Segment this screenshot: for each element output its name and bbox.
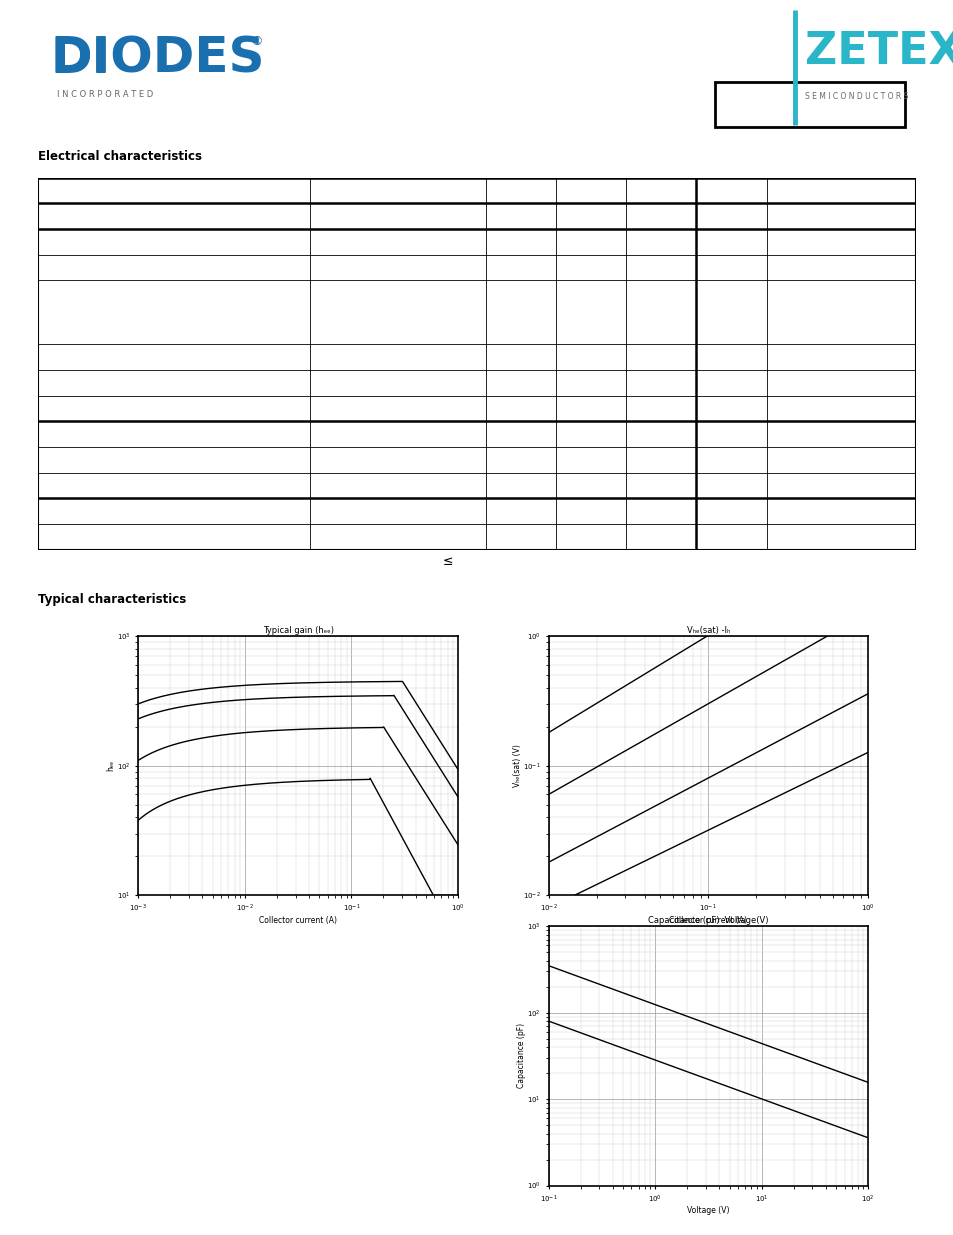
Y-axis label: Vₕₑ(sat) (V): Vₕₑ(sat) (V) — [513, 745, 521, 787]
Text: S E M I C O N D U C T O R S: S E M I C O N D U C T O R S — [804, 91, 907, 101]
Bar — [714, 82, 904, 127]
Title: Capacitance (pF) -Voltage(V): Capacitance (pF) -Voltage(V) — [647, 916, 768, 925]
Text: Typical characteristics: Typical characteristics — [38, 593, 186, 606]
Text: I N C O R P O R A T E D: I N C O R P O R A T E D — [57, 90, 153, 99]
Title: Vₕₑ(sat) -Iₕ: Vₕₑ(sat) -Iₕ — [686, 626, 729, 635]
Title: Typical gain (hₑₑ): Typical gain (hₑₑ) — [262, 626, 334, 635]
Y-axis label: Capacitance (pF): Capacitance (pF) — [517, 1024, 525, 1088]
Text: ZETEX: ZETEX — [804, 30, 953, 73]
X-axis label: Voltage (V): Voltage (V) — [686, 1205, 729, 1215]
Text: DI: DI — [50, 35, 111, 83]
X-axis label: Collector current (A): Collector current (A) — [259, 915, 336, 925]
Text: Electrical characteristics: Electrical characteristics — [38, 149, 202, 163]
X-axis label: Collector current (A): Collector current (A) — [669, 915, 746, 925]
Y-axis label: hₑₑ: hₑₑ — [107, 760, 115, 772]
Text: ≤: ≤ — [442, 556, 453, 568]
Text: DIODES: DIODES — [50, 35, 264, 83]
Text: ®: ® — [250, 35, 262, 48]
